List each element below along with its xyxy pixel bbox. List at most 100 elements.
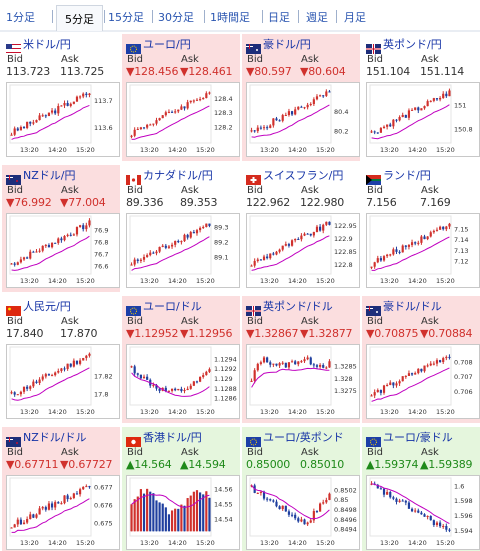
pair-name-link[interactable]: 人民元/円 — [23, 300, 71, 313]
candle-body — [272, 500, 275, 502]
pair-name-link[interactable]: スイスフラン/円 — [263, 169, 344, 182]
candle-body — [382, 126, 386, 129]
pair-name-link[interactable]: NZドル/ドル — [23, 431, 87, 444]
pair-name-link[interactable]: 豪ドル/ドル — [383, 300, 442, 313]
candle-body — [26, 121, 29, 129]
candle-body — [205, 371, 208, 376]
price-chart[interactable]: 151 150.8 13:20 14:20 15:20 — [366, 82, 480, 157]
pair-name-link[interactable]: NZドル/円 — [23, 169, 76, 182]
candle-body — [174, 508, 177, 532]
price-chart[interactable]: 80.4 80.2 13:20 14:20 15:20 — [246, 82, 360, 157]
pair-name-link[interactable]: ユーロ/円 — [143, 38, 191, 51]
tab-1hour[interactable]: 1時間足 — [210, 11, 250, 24]
candle-body — [202, 98, 205, 100]
price-chart[interactable]: 1.6 1.598 1.596 1.594 13:20 14:20 15:20 — [366, 475, 480, 550]
candle-body — [426, 101, 429, 107]
chart-plot-frame — [9, 84, 92, 144]
candle-body — [278, 506, 281, 510]
moving-average-line — [371, 236, 450, 271]
ask-label: Ask — [421, 316, 439, 327]
price-chart[interactable]: 0.677 0.676 0.675 13:20 14:20 15:20 — [6, 475, 120, 550]
candle-body — [262, 491, 266, 499]
price-chart[interactable]: 14.56 14.55 14.54 13:20 14:20 15:20 — [126, 475, 240, 550]
price-chart[interactable]: 128.4 128.3 128.2 13:20 14:20 15:20 — [126, 82, 240, 157]
y-tick-label: 7.14 — [454, 236, 468, 244]
candle-body — [417, 368, 420, 374]
x-tick-label: 15:20 — [316, 539, 335, 547]
price-chart[interactable]: 0.8502 0.85 0.8498 0.8496 0.8494 13:20 14:20 15… — [246, 475, 360, 550]
candle-body — [164, 387, 167, 391]
za-flag-icon — [366, 170, 381, 185]
bid-label: Bid — [247, 54, 263, 65]
price-chart[interactable]: 1.1294 1.1292 1.129 1.1288 1.1286 13:20 14:20 1… — [126, 344, 240, 419]
y-tick-label: 0.675 — [94, 520, 113, 528]
candle-body — [266, 357, 269, 363]
candle-body — [306, 104, 309, 108]
candle-body — [435, 229, 439, 231]
candle-body — [410, 508, 414, 512]
price-chart[interactable]: 17.82 17.8 13:20 14:20 15:20 — [6, 344, 120, 419]
price-chart[interactable]: 1.3285 1.328 1.3275 13:20 14:20 15:20 — [246, 344, 360, 419]
candle-body — [389, 382, 392, 385]
pair-name-link[interactable]: ユーロ/ドル — [143, 300, 202, 313]
pair-name-link[interactable]: 香港ドル/円 — [143, 431, 202, 444]
candle-body — [370, 131, 373, 133]
price-chart[interactable]: 7.15 7.14 7.13 7.12 13:20 14:20 15:20 — [366, 213, 480, 288]
candle-body — [407, 245, 411, 247]
candle-body — [435, 98, 439, 100]
y-tick-label: 0.8496 — [334, 516, 357, 524]
price-chart[interactable]: 0.708 0.707 0.706 13:20 14:20 15:20 — [366, 344, 480, 419]
pair-name-link[interactable]: 英ポンド/ドル — [263, 300, 333, 313]
chart-plot-frame — [129, 477, 212, 537]
tab-separator — [104, 10, 105, 23]
pair-name-link[interactable]: ランド/円 — [383, 169, 431, 182]
x-tick-label: 14:20 — [168, 408, 187, 416]
candle-body — [319, 95, 322, 97]
price-chart[interactable]: 89.3 89.2 89.1 13:20 14:20 15:20 — [126, 213, 240, 288]
y-tick-label: 76.9 — [94, 227, 108, 235]
pair-name-link[interactable]: ユーロ/英ポンド — [263, 431, 344, 444]
y-tick-label: 14.56 — [214, 486, 233, 494]
price-chart[interactable]: 113.7 113.6 13:20 14:20 15:20 — [6, 82, 120, 157]
price-chart[interactable]: 76.9 76.8 76.7 76.6 13:20 14:20 15:20 — [6, 213, 120, 288]
candle-body — [177, 109, 180, 112]
candle-body — [328, 221, 331, 225]
tab-daily[interactable]: 日足 — [268, 11, 290, 24]
pair-name-link[interactable]: ユーロ/豪ドル — [383, 431, 453, 444]
pair-name-link[interactable]: 豪ドル/円 — [263, 38, 311, 51]
tab-15min[interactable]: 15分足 — [108, 11, 144, 24]
pair-name-link[interactable]: カナダドル/円 — [143, 169, 213, 182]
chart-plot-frame — [129, 215, 212, 275]
x-tick-label: 14:20 — [408, 408, 427, 416]
x-tick-label: 14:20 — [288, 277, 307, 285]
candle-body — [272, 363, 275, 365]
pair-name-link[interactable]: 米ドル/円 — [23, 38, 71, 51]
candle-body — [303, 359, 306, 362]
candle-body — [54, 110, 57, 114]
candle-body — [300, 361, 303, 363]
tab-5min[interactable]: 5分足 — [56, 5, 103, 31]
tab-monthly[interactable]: 月足 — [344, 11, 366, 24]
candle-body — [19, 127, 22, 131]
x-tick-label: 14:20 — [288, 539, 307, 547]
y-tick-label: 1.328 — [334, 375, 353, 383]
bid-label: Bid — [247, 185, 263, 196]
tab-weekly[interactable]: 週足 — [306, 11, 328, 24]
x-tick-label: 14:20 — [288, 146, 307, 154]
pair-name-link[interactable]: 英ポンド/円 — [383, 38, 442, 51]
candle-body — [88, 93, 91, 96]
price-chart[interactable]: 122.95 122.9 122.85 122.8 13:20 14:20 15:20 — [246, 213, 360, 288]
candle-body — [429, 232, 432, 237]
tab-30min[interactable]: 30分足 — [158, 11, 194, 24]
candle-body — [63, 495, 66, 504]
candle-body — [373, 392, 376, 396]
x-tick-label: 13:20 — [380, 146, 399, 154]
candle-body — [19, 259, 22, 263]
y-tick-label: 89.3 — [214, 224, 228, 232]
tab-1min[interactable]: 1分足 — [6, 11, 35, 24]
candle-body — [32, 251, 35, 253]
candle-body — [50, 375, 54, 377]
candle-body — [395, 119, 398, 121]
y-tick-label: 122.95 — [334, 222, 357, 230]
candle-body — [275, 251, 278, 255]
